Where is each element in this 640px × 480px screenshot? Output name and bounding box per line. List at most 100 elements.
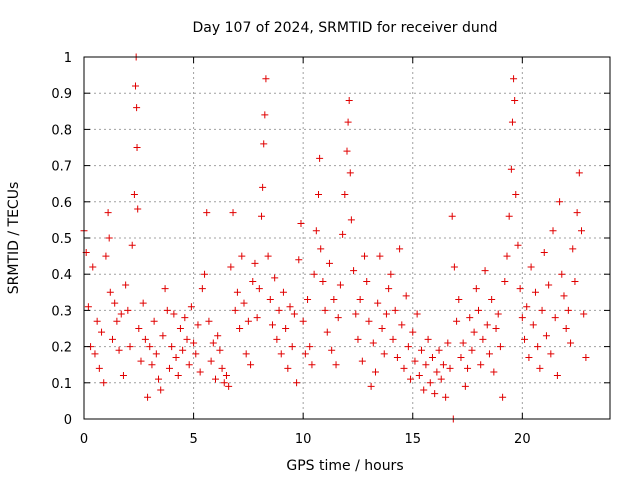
data-point <box>518 314 526 322</box>
data-point <box>93 317 101 325</box>
data-point <box>424 335 432 343</box>
data-point <box>247 361 255 369</box>
data-point <box>479 335 487 343</box>
data-point <box>468 346 476 354</box>
x-tick-label: 15 <box>404 432 421 447</box>
data-point <box>567 339 575 347</box>
data-point <box>207 357 215 365</box>
data-point <box>111 299 119 307</box>
data-point <box>194 321 202 329</box>
data-point <box>347 216 355 224</box>
data-point <box>238 252 246 260</box>
data-point <box>510 75 518 83</box>
data-point <box>179 346 187 354</box>
data-point <box>282 325 290 332</box>
data-point <box>378 325 386 332</box>
y-tick-label: 0.7 <box>51 160 72 175</box>
data-point <box>284 364 292 372</box>
data-point <box>536 364 544 372</box>
data-point <box>216 346 224 354</box>
data-point <box>198 285 206 293</box>
data-point <box>106 288 114 296</box>
data-point <box>133 144 141 151</box>
data-point <box>301 350 309 358</box>
x-tick-label: 20 <box>514 432 531 447</box>
data-point <box>409 328 417 336</box>
data-point <box>100 379 108 387</box>
data-point <box>163 306 171 314</box>
data-point <box>91 350 99 358</box>
data-point <box>523 303 531 311</box>
data-point <box>139 299 147 307</box>
data-point <box>391 306 399 314</box>
data-point <box>516 285 524 293</box>
data-point <box>529 321 537 329</box>
data-point <box>562 325 570 332</box>
data-point <box>258 212 266 220</box>
y-tick-labels: 0 0.1 0.2 0.3 0.4 0.5 0.6 0.7 0.8 0.9 1 <box>51 51 72 428</box>
data-point <box>411 357 419 365</box>
data-point <box>146 343 154 351</box>
data-point <box>448 212 456 220</box>
y-tick-label: 0.1 <box>51 377 72 392</box>
data-point <box>155 375 163 383</box>
data-point <box>437 375 445 383</box>
data-point <box>266 296 274 304</box>
data-point <box>334 314 342 322</box>
data-point <box>477 361 485 369</box>
data-point <box>376 252 384 260</box>
data-point <box>511 96 519 104</box>
data-point <box>361 252 369 260</box>
y-tick-label: 0.6 <box>51 196 72 211</box>
data-point <box>249 277 257 285</box>
data-point <box>573 209 581 217</box>
data-point <box>325 259 333 267</box>
data-point <box>209 339 217 347</box>
data-point <box>433 368 441 376</box>
data-point <box>262 75 270 83</box>
data-point <box>396 245 404 253</box>
data-point <box>159 332 167 340</box>
data-point <box>299 317 307 325</box>
data-point <box>190 339 198 347</box>
data-point <box>363 277 371 285</box>
data-point <box>144 393 152 401</box>
data-point <box>290 310 298 318</box>
data-point <box>385 285 393 293</box>
data-point <box>306 343 314 351</box>
data-point <box>508 118 516 126</box>
data-point <box>459 339 467 347</box>
data-point <box>259 183 267 191</box>
data-point <box>251 259 259 267</box>
data-point <box>556 198 564 206</box>
data-point <box>534 343 542 351</box>
data-point <box>356 296 364 304</box>
data-point <box>374 299 382 307</box>
data-point <box>130 191 138 199</box>
data-point <box>545 281 553 289</box>
data-point <box>400 364 408 372</box>
data-point <box>196 368 204 376</box>
data-point <box>148 361 156 369</box>
data-point <box>205 317 213 325</box>
data-point <box>542 332 550 340</box>
data-point <box>161 285 169 293</box>
data-point <box>404 343 412 351</box>
data-point <box>317 245 325 253</box>
data-point <box>344 118 352 126</box>
data-point <box>336 281 344 289</box>
data-point <box>183 335 191 343</box>
data-point <box>350 267 358 275</box>
data-point <box>558 270 566 278</box>
data-point <box>551 314 559 322</box>
data-point <box>240 299 248 307</box>
data-point <box>387 270 395 278</box>
x-tick-labels: 0 5 10 15 20 <box>80 432 531 447</box>
data-point <box>310 270 318 278</box>
x-tick-label: 10 <box>295 432 312 447</box>
data-point <box>203 209 211 217</box>
x-tick-label: 5 <box>189 432 197 447</box>
data-point <box>288 343 296 351</box>
data-point <box>271 274 279 282</box>
